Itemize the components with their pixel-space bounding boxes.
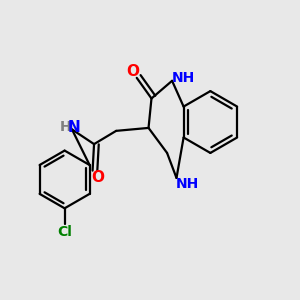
Text: O: O — [126, 64, 139, 79]
Text: H: H — [60, 120, 71, 134]
Text: Cl: Cl — [57, 225, 72, 239]
Text: N: N — [68, 119, 81, 134]
Text: NH: NH — [176, 177, 199, 191]
Text: O: O — [92, 169, 104, 184]
Text: NH: NH — [172, 71, 195, 85]
